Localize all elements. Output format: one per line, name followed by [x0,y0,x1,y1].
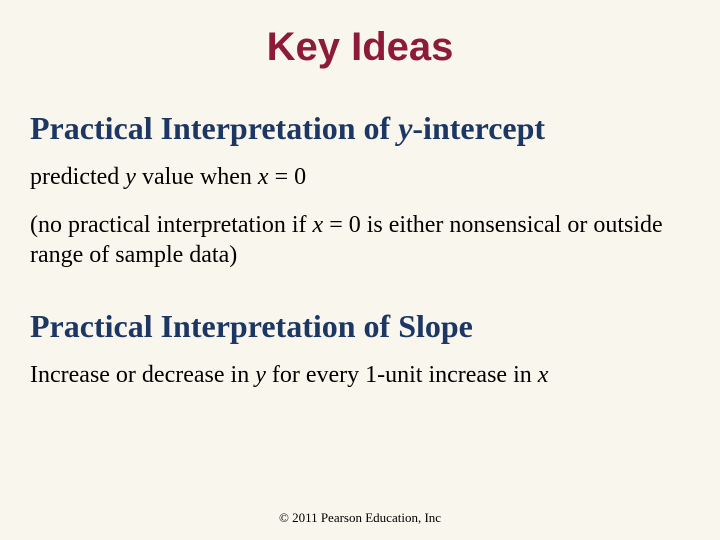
subheading-slope: Practical Interpretation of Slope [30,308,690,345]
b3x: x [538,362,549,388]
sub1-prefix: Practical Interpretation of [30,110,398,146]
b1x: x [258,164,269,190]
sub1-suffix: -intercept [412,110,545,146]
body-line-1: predicted y value when x = 0 [30,162,690,192]
spacer [30,288,690,308]
b1p2: value when [136,164,258,190]
b3y: y [255,362,266,388]
copyright-footer: © 2011 Pearson Education, Inc [0,510,720,526]
b2p1: (no practical interpretation if [30,212,313,238]
b1p1: predicted [30,164,125,190]
body-line-2: (no practical interpretation if x = 0 is… [30,210,690,270]
b3p2: for every 1-unit increase in [266,362,538,388]
b1p3: = 0 [269,164,307,190]
b2x: x [313,212,324,238]
b1y: y [125,164,136,190]
slide-title: Key Ideas [30,25,690,70]
body-line-3: Increase or decrease in y for every 1-un… [30,360,690,390]
sub1-italic-y: y [398,110,412,146]
subheading-yintercept: Practical Interpretation of y-intercept [30,110,690,147]
b3p1: Increase or decrease in [30,362,255,388]
